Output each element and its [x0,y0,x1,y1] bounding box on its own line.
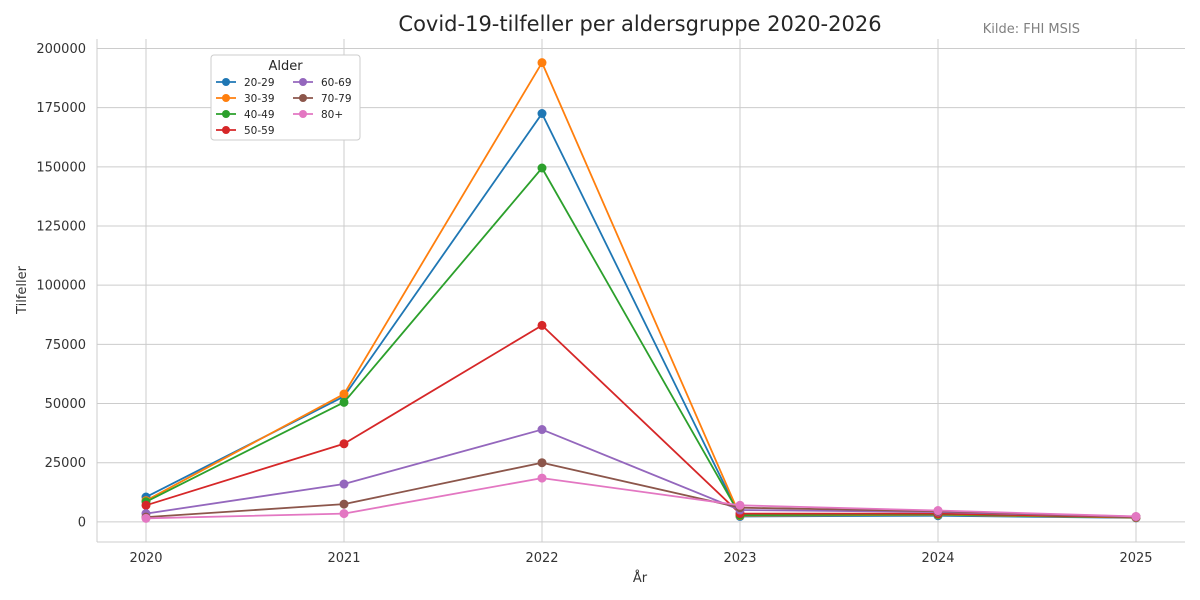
data-point-80+ [1131,511,1141,521]
legend-swatch-marker [299,110,307,118]
data-point-70-79 [339,499,349,509]
x-tick-label: 2021 [327,551,360,566]
y-tick-label: 50000 [45,397,86,412]
axes-layer: 2020 2021 2022 2023 2024 2025 0 25000 50000 75000… [36,39,1185,566]
series-line-70-79 [145,461,1137,519]
data-point-40-49 [537,163,547,173]
series-layer [141,58,1141,523]
series-line-50-59 [145,324,1137,519]
series-line-20-29 [145,112,1137,519]
x-tick-label: 2022 [525,551,558,566]
series-line-60-69 [145,428,1137,518]
legend-label: 70-79 [321,93,352,105]
data-point-30-39 [339,389,349,399]
data-point-80+ [735,500,745,510]
x-tick-label: 2020 [129,551,162,566]
data-point-20-29 [537,109,547,119]
legend-item: 50-59 [216,125,275,137]
data-point-30-39 [537,58,547,68]
legend-item: 30-39 [216,93,275,105]
legend-label: 60-69 [321,77,352,89]
y-tick-label: 100000 [36,279,86,294]
legend-item: 70-79 [293,93,352,105]
legend: Alder 20-29 30-39 40-49 50-59 60-69 70-79 80+ [210,54,361,141]
legend-label: 30-39 [244,93,275,105]
legend-item: 40-49 [216,109,275,121]
legend-item: 60-69 [293,77,352,89]
legend-swatch-marker [222,78,230,86]
legend-swatch-marker [299,94,307,102]
y-tick-label: 200000 [36,42,86,57]
y-tick-label: 175000 [36,101,86,116]
series-line-40-49 [145,167,1137,519]
legend-swatch-marker [299,78,307,86]
data-point-80+ [537,473,547,483]
legend-item: 80+ [293,109,343,121]
legend-label: 80+ [321,109,343,121]
data-point-50-59 [141,500,151,510]
series-line-80+ [145,477,1137,520]
x-tick-label: 2023 [723,551,756,566]
x-tick-label: 2024 [921,551,954,566]
data-point-40-49 [339,397,349,407]
legend-swatch-marker [222,94,230,102]
x-axis-title: År [633,570,648,586]
data-point-60-69 [537,425,547,435]
legend-swatch-marker [222,126,230,134]
y-tick-label: 125000 [36,219,86,234]
legend-label: 40-49 [244,109,275,121]
data-point-50-59 [537,320,547,330]
grid-layer [97,39,1185,542]
y-tick-label: 150000 [36,160,86,175]
y-tick-label: 25000 [45,456,86,471]
data-point-70-79 [537,458,547,468]
series-40-49 [141,163,1141,522]
x-tick-label: 2025 [1119,551,1152,566]
data-point-80+ [141,513,151,523]
legend-label: 50-59 [244,125,275,137]
data-point-50-59 [339,439,349,449]
legend-items: 20-29 30-39 40-49 50-59 60-69 70-79 80+ [216,77,352,137]
data-point-60-69 [339,479,349,489]
legend-swatch-marker [222,110,230,118]
y-tick-label: 75000 [45,338,86,353]
source-label: Kilde: FHI MSIS [983,22,1080,37]
y-axis-title: Tilfeller [15,265,30,315]
legend-title: Alder [268,59,303,74]
legend-item: 20-29 [216,77,275,89]
y-tick-label: 0 [78,515,86,530]
chart-title: Covid-19-tilfeller per aldersgruppe 2020… [398,12,881,36]
series-80+ [141,473,1141,523]
legend-label: 20-29 [244,77,275,89]
data-point-80+ [933,506,943,516]
data-point-80+ [339,509,349,519]
legend-box [210,54,361,141]
